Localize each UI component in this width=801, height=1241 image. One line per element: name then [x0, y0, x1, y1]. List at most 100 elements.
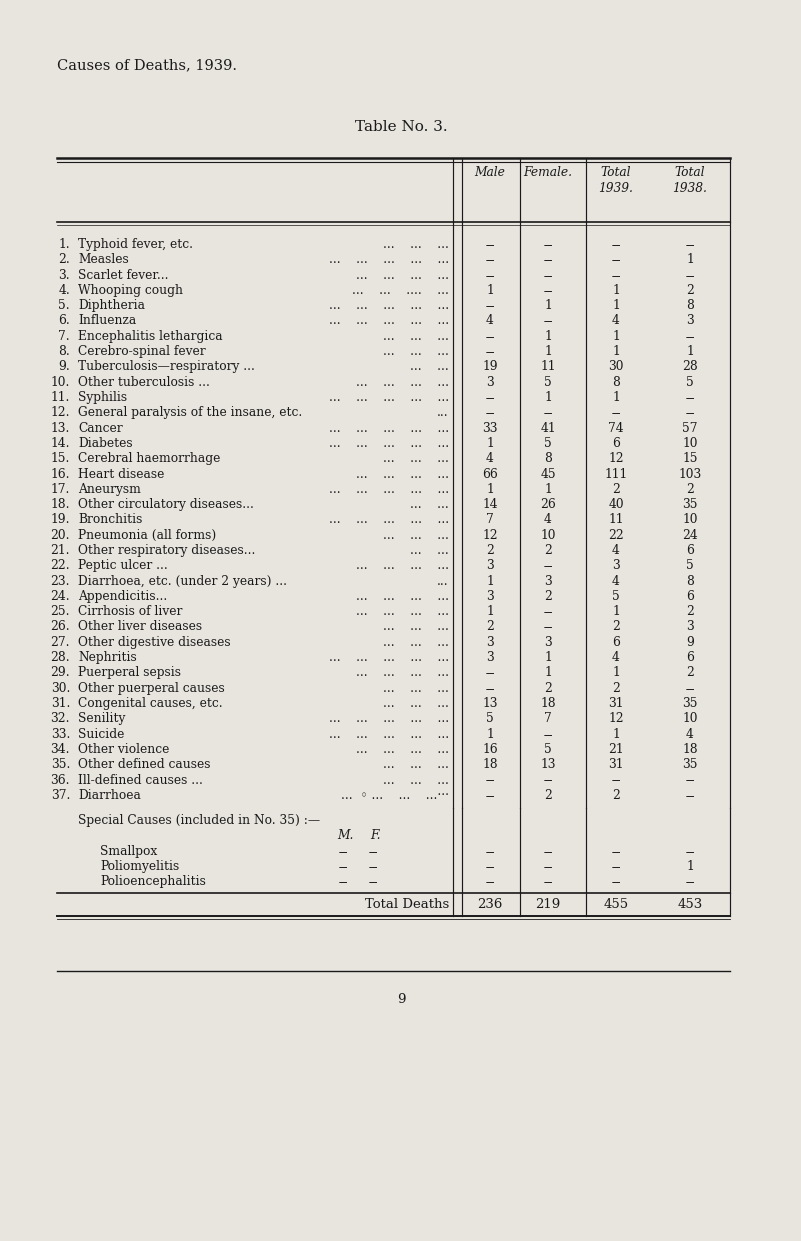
- Text: −: −: [543, 406, 553, 419]
- Text: ...    ...    ...    ...    ...: ... ... ... ... ...: [329, 314, 449, 328]
- Text: ...    ...    ...    ...: ... ... ... ...: [356, 589, 449, 603]
- Text: 2: 2: [686, 483, 694, 496]
- Text: 15: 15: [682, 452, 698, 465]
- Text: Nephritis: Nephritis: [78, 652, 137, 664]
- Text: 4: 4: [612, 652, 620, 664]
- Text: −: −: [485, 681, 495, 695]
- Text: ...    ...    ...    ...    ...: ... ... ... ... ...: [329, 483, 449, 496]
- Text: ...    ...    ...: ... ... ...: [383, 681, 449, 695]
- Text: −: −: [543, 560, 553, 572]
- Text: 18.: 18.: [50, 498, 70, 511]
- Text: 6: 6: [612, 437, 620, 450]
- Text: 3: 3: [612, 560, 620, 572]
- Text: ...    ...    ...    ...    ...: ... ... ... ... ...: [329, 253, 449, 267]
- Text: Other respiratory diseases...: Other respiratory diseases...: [78, 544, 256, 557]
- Text: 16.: 16.: [50, 468, 70, 480]
- Text: Diarrhoea, etc. (under 2 years) ...: Diarrhoea, etc. (under 2 years) ...: [78, 575, 287, 587]
- Text: General paralysis of the insane, etc.: General paralysis of the insane, etc.: [78, 406, 302, 419]
- Text: 1.: 1.: [58, 238, 70, 251]
- Text: 9: 9: [396, 993, 405, 1006]
- Text: −: −: [543, 875, 553, 889]
- Text: 5: 5: [544, 376, 552, 388]
- Text: 3: 3: [686, 314, 694, 328]
- Text: Measles: Measles: [78, 253, 129, 267]
- Text: 45: 45: [540, 468, 556, 480]
- Text: ...    ...    ...    ...    ...: ... ... ... ... ...: [329, 712, 449, 725]
- Text: 1: 1: [612, 391, 620, 405]
- Text: ...    ...    ...: ... ... ...: [383, 238, 449, 251]
- Text: Total Deaths: Total Deaths: [364, 897, 449, 911]
- Text: 4: 4: [686, 727, 694, 741]
- Text: 2: 2: [544, 544, 552, 557]
- Text: 13: 13: [540, 758, 556, 771]
- Text: 2: 2: [612, 789, 620, 802]
- Text: 4: 4: [544, 514, 552, 526]
- Text: Diabetes: Diabetes: [78, 437, 133, 450]
- Text: 15.: 15.: [50, 452, 70, 465]
- Text: 1: 1: [544, 299, 552, 313]
- Text: Other circulatory diseases...: Other circulatory diseases...: [78, 498, 254, 511]
- Text: 5.: 5.: [58, 299, 70, 313]
- Text: 3: 3: [486, 635, 494, 649]
- Text: ...    ...    ...    ...    ...: ... ... ... ... ...: [329, 652, 449, 664]
- Text: −: −: [685, 330, 695, 343]
- Text: 8: 8: [686, 299, 694, 313]
- Text: 453: 453: [678, 897, 702, 911]
- Text: −: −: [685, 238, 695, 251]
- Text: −: −: [685, 268, 695, 282]
- Text: 10: 10: [682, 514, 698, 526]
- Text: Senility: Senility: [78, 712, 126, 725]
- Text: −: −: [611, 268, 621, 282]
- Text: ...    ...    ...    ...    ...: ... ... ... ... ...: [329, 514, 449, 526]
- Text: −: −: [485, 330, 495, 343]
- Text: ...    ...    ....    ...: ... ... .... ...: [352, 284, 449, 297]
- Text: 3: 3: [544, 635, 552, 649]
- Text: −: −: [485, 391, 495, 405]
- Text: ...    ...    ...    ...    ...: ... ... ... ... ...: [329, 391, 449, 405]
- Text: Diarrhoea: Diarrhoea: [78, 789, 141, 802]
- Text: Congenital causes, etc.: Congenital causes, etc.: [78, 697, 223, 710]
- Text: 219: 219: [535, 897, 561, 911]
- Text: Influenza: Influenza: [78, 314, 136, 328]
- Text: −: −: [543, 253, 553, 267]
- Text: ...    ...    ...: ... ... ...: [383, 452, 449, 465]
- Text: 3: 3: [486, 652, 494, 664]
- Text: 5: 5: [544, 743, 552, 756]
- Text: Male: Male: [474, 166, 505, 179]
- Text: 5: 5: [612, 589, 620, 603]
- Text: −: −: [485, 253, 495, 267]
- Text: −: −: [685, 773, 695, 787]
- Text: Puerperal sepsis: Puerperal sepsis: [78, 666, 181, 679]
- Text: Cancer: Cancer: [78, 422, 123, 434]
- Text: Syphilis: Syphilis: [78, 391, 127, 405]
- Text: 41: 41: [540, 422, 556, 434]
- Text: 5: 5: [686, 560, 694, 572]
- Text: −: −: [685, 789, 695, 802]
- Text: 18: 18: [540, 697, 556, 710]
- Text: Bronchitis: Bronchitis: [78, 514, 143, 526]
- Text: 4: 4: [612, 314, 620, 328]
- Text: Heart disease: Heart disease: [78, 468, 164, 480]
- Text: 31.: 31.: [50, 697, 70, 710]
- Text: 9.: 9.: [58, 360, 70, 374]
- Text: ...    ...    ...    ...: ... ... ... ...: [356, 268, 449, 282]
- Text: 8: 8: [612, 376, 620, 388]
- Text: −: −: [611, 845, 621, 858]
- Text: Ill-defined causes ...: Ill-defined causes ...: [78, 773, 203, 787]
- Text: 12: 12: [608, 452, 624, 465]
- Text: 28.: 28.: [50, 652, 70, 664]
- Text: 13.: 13.: [50, 422, 70, 434]
- Text: 7: 7: [486, 514, 494, 526]
- Text: Scarlet fever...: Scarlet fever...: [78, 268, 168, 282]
- Text: 4.: 4.: [58, 284, 70, 297]
- Text: Cerebro-spinal fever: Cerebro-spinal fever: [78, 345, 206, 359]
- Text: 1: 1: [686, 345, 694, 359]
- Text: −: −: [485, 268, 495, 282]
- Text: 6: 6: [686, 652, 694, 664]
- Text: −: −: [543, 727, 553, 741]
- Text: 9: 9: [686, 635, 694, 649]
- Text: 111: 111: [605, 468, 628, 480]
- Text: −: −: [543, 620, 553, 633]
- Text: −: −: [543, 238, 553, 251]
- Text: Diphtheria: Diphtheria: [78, 299, 145, 313]
